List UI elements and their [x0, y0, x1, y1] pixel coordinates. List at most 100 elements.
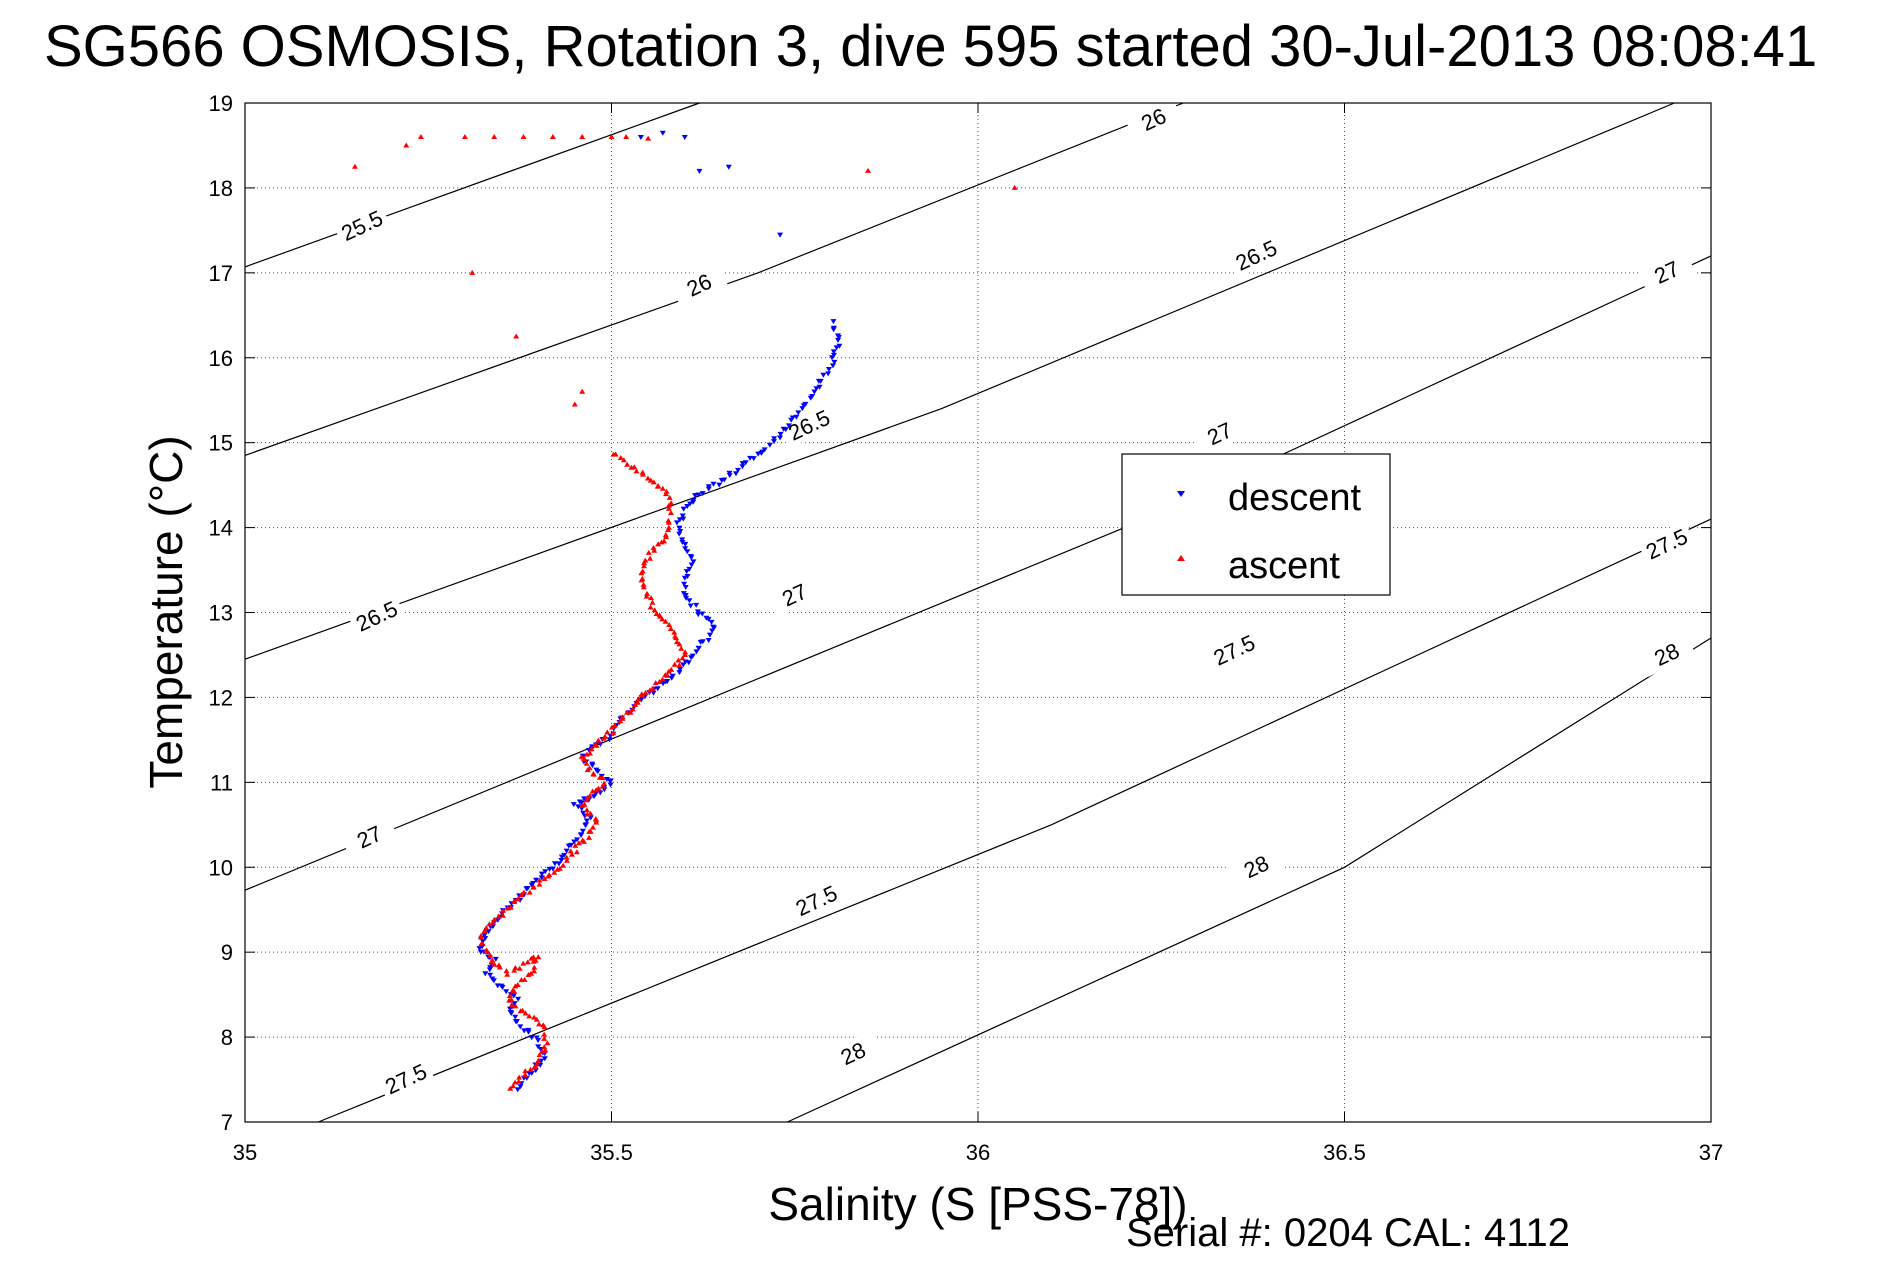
ascent-point	[507, 904, 514, 910]
descent-point	[676, 525, 683, 531]
contour-line-26-5	[244, 102, 1675, 660]
ascent-point	[578, 753, 585, 759]
ascent-point	[544, 1040, 551, 1046]
descent-point	[494, 917, 501, 923]
ascent-point	[624, 461, 631, 467]
ascent-point	[619, 714, 626, 720]
ascent-point	[639, 469, 646, 475]
serial-cal-info: Serial #: 0204 CAL: 4112	[1126, 1211, 1570, 1255]
axis-ticks: 35 35.5 36 36.5 37 7 8 9 10 11 12 13 14 15 16 17 18 19	[209, 91, 1724, 1165]
descent-point	[587, 815, 594, 821]
descent-point	[809, 393, 816, 399]
descent-point	[558, 858, 565, 864]
ascent-point	[592, 815, 599, 821]
contour-line-25-5	[244, 102, 700, 268]
ascent-point	[507, 1085, 514, 1091]
ascent-point	[403, 142, 410, 148]
descent-point	[703, 615, 710, 621]
y-tick-label: 19	[209, 91, 233, 116]
descent-point	[732, 471, 739, 477]
ascent-point	[461, 133, 468, 139]
ascent-point	[608, 133, 615, 139]
ascent-point	[520, 133, 527, 139]
descent-point	[684, 504, 691, 510]
descent-point	[680, 506, 687, 512]
descent-point	[684, 574, 691, 580]
ascent-point	[551, 869, 558, 875]
contour-label-background	[765, 571, 824, 618]
ascent-point	[512, 983, 519, 989]
descent-point	[695, 646, 702, 652]
ascent-point	[520, 889, 527, 895]
descent-point	[530, 881, 537, 887]
descent-point	[734, 467, 741, 473]
descent-point	[680, 591, 687, 597]
descent-point	[705, 484, 712, 490]
ascent-point	[510, 1083, 517, 1089]
ascent-point	[682, 649, 689, 655]
ascent-point	[583, 760, 590, 766]
ascent-point	[647, 555, 654, 561]
contour-line-27-5	[318, 518, 1712, 1123]
ascent-point	[665, 524, 672, 530]
ascent-point	[517, 1008, 524, 1014]
ascent-point	[521, 976, 528, 982]
descent-point	[597, 741, 604, 747]
ascent-point	[674, 639, 681, 645]
ascent-point	[595, 785, 602, 791]
descent-point	[685, 660, 692, 666]
ascent-point	[546, 872, 553, 878]
ascent-point	[513, 333, 520, 339]
ascent-point	[469, 269, 476, 275]
ascent-point	[655, 541, 662, 547]
y-tick-label: 7	[221, 1110, 233, 1135]
chart-title: SG566 OSMOSIS, Rotation 3, dive 595 star…	[44, 14, 1817, 79]
ascent-point	[489, 957, 496, 963]
x-axis-label: Salinity (S [PSS-78])	[768, 1178, 1187, 1230]
descent-point	[836, 343, 843, 349]
descent-point	[683, 595, 690, 601]
ascent-point	[541, 875, 548, 881]
descent-point	[551, 861, 558, 867]
descent-point	[492, 956, 499, 962]
ascent-point	[638, 691, 645, 697]
ascent-point	[617, 454, 624, 460]
descent-point	[511, 1001, 518, 1007]
descent-point	[770, 439, 777, 445]
descent-point	[816, 384, 823, 390]
y-tick-label: 14	[209, 516, 233, 541]
ascent-point	[563, 854, 570, 860]
ascent-point	[610, 451, 617, 457]
ascent-point	[644, 475, 651, 481]
descent-point	[825, 371, 832, 377]
ascent-point	[567, 848, 574, 854]
descent-point	[825, 367, 832, 373]
ascent-point	[571, 401, 578, 407]
ascent-point	[650, 479, 657, 485]
descent-point	[542, 869, 549, 875]
ascent-point	[536, 877, 543, 883]
ascent-point	[651, 607, 658, 613]
descent-point	[695, 612, 702, 618]
descent-point	[766, 442, 773, 448]
ascent-point	[584, 811, 591, 817]
descent-point	[482, 935, 489, 941]
descent-point	[696, 168, 703, 174]
ascent-point	[662, 618, 669, 624]
descent-point	[761, 447, 768, 453]
descent-point	[486, 967, 493, 973]
ascent-point	[666, 622, 673, 628]
x-tick-label: 35.5	[590, 1140, 633, 1165]
ascent-point	[1011, 184, 1018, 190]
ascent-point	[522, 1072, 529, 1078]
contour-label-background	[1190, 410, 1249, 457]
descent-point	[533, 1035, 540, 1041]
ascent-point	[516, 965, 523, 971]
descent-point	[521, 1028, 528, 1034]
descent-point	[681, 134, 688, 140]
descent-point	[681, 581, 688, 587]
ascent-point	[602, 733, 609, 739]
descent-point	[686, 598, 693, 604]
descent-point	[695, 492, 702, 498]
ascent-point	[662, 532, 669, 538]
